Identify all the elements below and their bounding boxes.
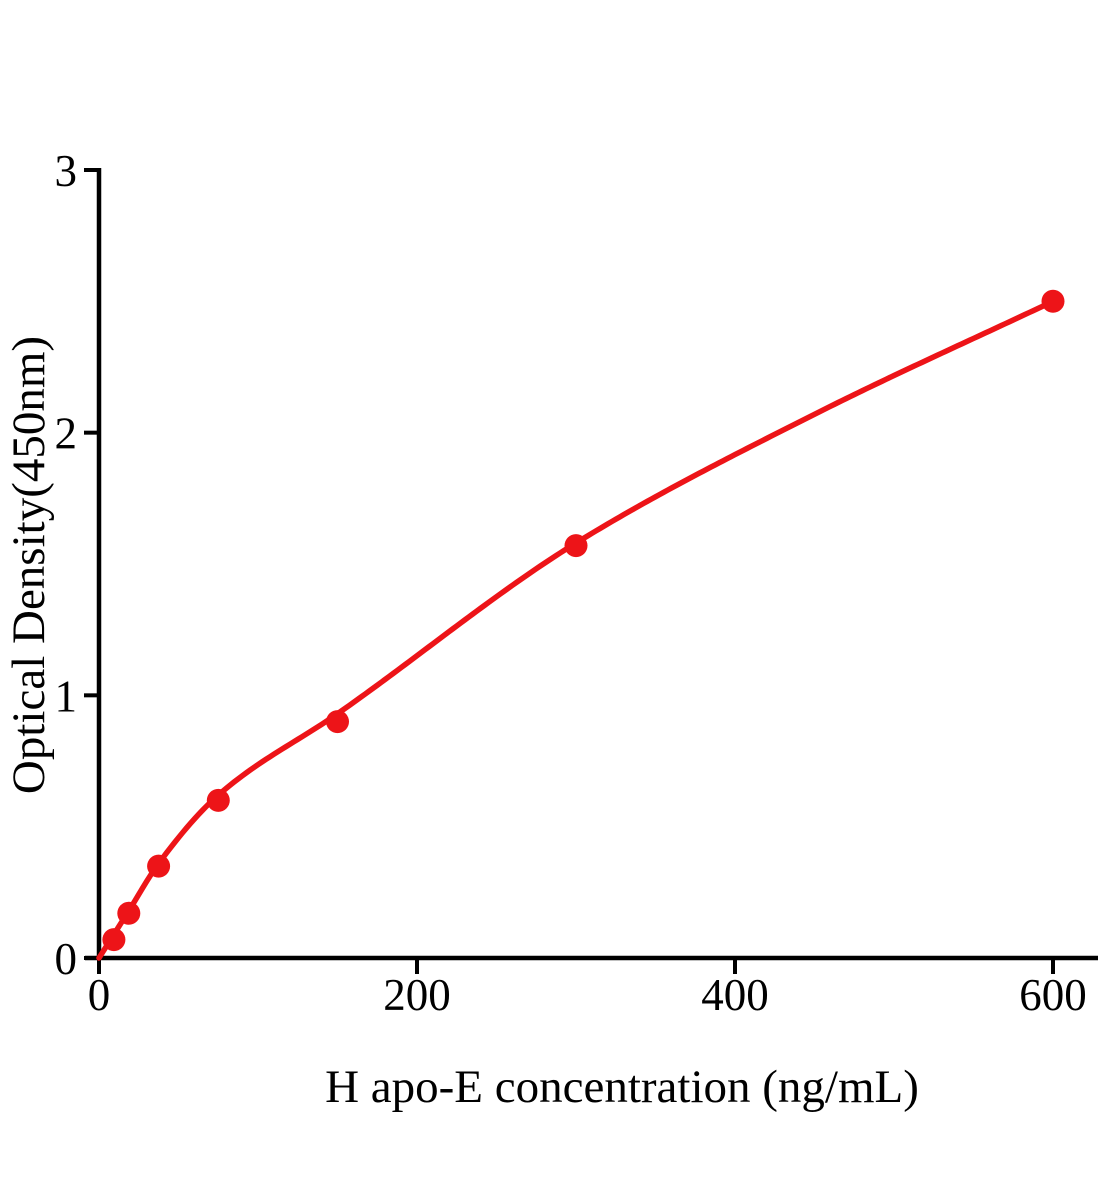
x-axis-title: H apo-E concentration (ng/mL) (325, 1061, 919, 1113)
data-point (147, 854, 171, 878)
x-tick-label: 0 (88, 970, 111, 1020)
fit-curve (96, 298, 1056, 961)
data-point (102, 928, 126, 952)
y-tick-label: 3 (55, 146, 78, 196)
x-tick-label: 600 (1019, 970, 1087, 1020)
data-series-layer (96, 289, 1065, 961)
y-tick-label: 0 (55, 934, 78, 984)
data-point (206, 788, 230, 812)
data-point (117, 901, 141, 925)
y-tick-label: 2 (55, 409, 78, 459)
y-tick-label: 1 (55, 671, 78, 721)
axes-layer: 0 200 400 600 0 1 2 3 (55, 146, 1098, 1020)
y-axis-title: Optical Density(450nm) (3, 336, 55, 794)
data-point (326, 710, 349, 734)
x-tick-label: 200 (383, 970, 451, 1020)
x-tick-label: 400 (701, 970, 769, 1020)
data-point (564, 534, 588, 558)
data-point (1041, 289, 1065, 313)
